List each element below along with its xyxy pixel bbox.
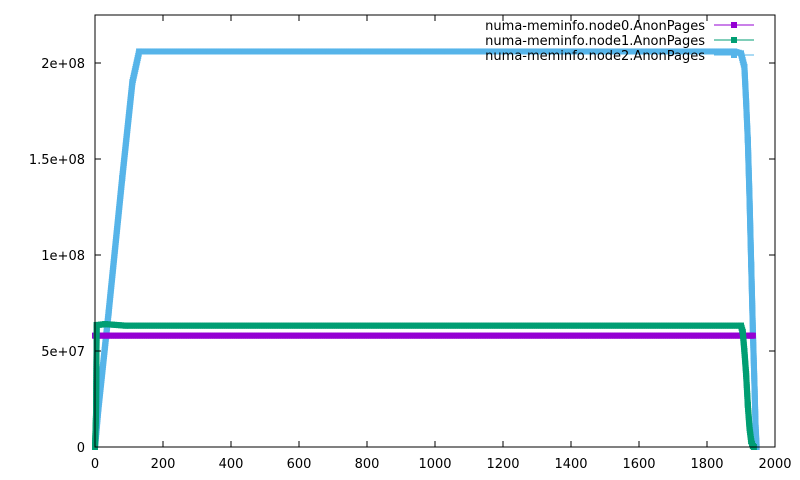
data-point: [749, 332, 756, 339]
y-tick-label: 1e+08: [41, 249, 85, 264]
series-1: [92, 321, 757, 450]
x-tick-label: 1000: [418, 457, 451, 472]
x-tick-label: 600: [287, 457, 312, 472]
x-tick-labels: 0 200 400 600 800 1000 1200 1400 1600 1800 2000: [91, 457, 792, 472]
plot-frame: [94, 14, 776, 448]
x-tick-label: 1800: [690, 457, 723, 472]
x-tick-label: 200: [151, 457, 176, 472]
legend-marker: [731, 52, 737, 58]
y-tick-label: 5e+07: [41, 345, 85, 360]
x-tick-label: 2000: [758, 457, 791, 472]
legend-label: numa-meminfo.node2.AnonPages: [485, 49, 705, 64]
legend-marker: [731, 22, 737, 28]
legend-label: numa-meminfo.node0.AnonPages: [485, 19, 705, 34]
x-tick-label: 1600: [622, 457, 655, 472]
x-tick-label: 1400: [554, 457, 587, 472]
series-0: [92, 332, 756, 339]
series-line: [94, 50, 758, 448]
tick-marks: [94, 15, 776, 448]
x-tick-label: 1200: [486, 457, 519, 472]
legend-label: numa-meminfo.node1.AnonPages: [485, 34, 705, 49]
y-tick-label: 0: [77, 441, 85, 456]
x-tick-label: 800: [355, 457, 380, 472]
x-tick-label: 0: [91, 457, 99, 472]
y-tick-label: 1.5e+08: [29, 153, 85, 168]
x-tick-label: 400: [219, 457, 244, 472]
plot-series: [92, 48, 760, 450]
legend-marker: [731, 37, 737, 43]
legend: numa-meminfo.node0.AnonPagesnuma-meminfo…: [485, 19, 754, 64]
y-tick-labels: 0 5e+07 1e+08 1.5e+08 2e+08: [29, 57, 85, 456]
series-2: [92, 48, 760, 450]
y-tick-label: 2e+08: [41, 57, 85, 72]
series-line: [94, 323, 755, 448]
